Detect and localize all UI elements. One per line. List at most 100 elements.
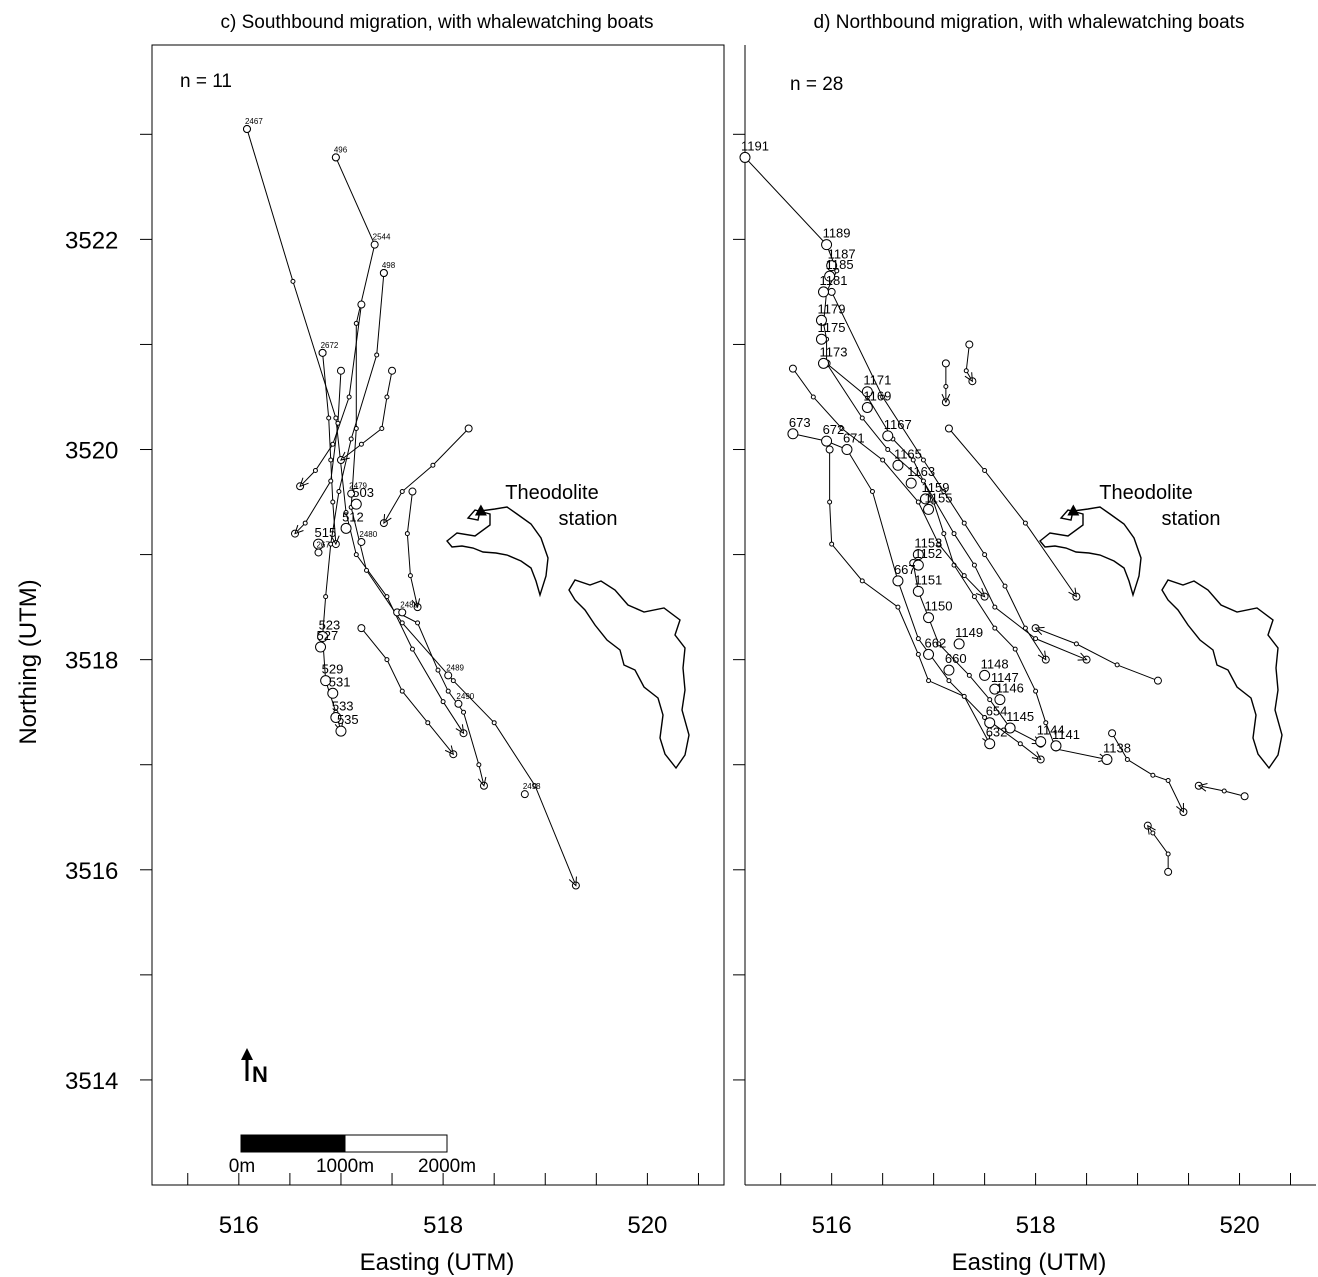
labeled-point [320, 675, 332, 687]
x-tick-label: 520 [627, 1212, 667, 1239]
track-point [834, 268, 840, 274]
track-point [1033, 636, 1039, 642]
point-label: 1151 [914, 572, 942, 587]
track-point [936, 541, 942, 547]
track-point [346, 394, 352, 400]
point-label: 667 [894, 562, 916, 577]
point-label: 1163 [907, 464, 935, 479]
track-arrowhead [455, 724, 465, 735]
labeled-point [370, 240, 379, 249]
coastline-headland [1039, 506, 1142, 598]
labeled-point [398, 608, 407, 617]
labeled-point [739, 151, 751, 163]
coastline-shore [1161, 579, 1283, 770]
point-label: 1155 [925, 490, 953, 505]
y-tick-label: 3518 [65, 648, 118, 675]
track-point [915, 636, 921, 642]
track-point [859, 415, 865, 421]
point-label: 1141 [1052, 727, 1080, 742]
track-point [992, 625, 998, 631]
labeled-point [953, 638, 965, 650]
track-line [340, 370, 393, 461]
labeled-point [357, 537, 366, 546]
north-label: N [252, 1062, 268, 1087]
point-label: 1187 [828, 247, 856, 262]
point-label: 1159 [921, 480, 949, 495]
point-label: 527 [317, 628, 339, 643]
track-point [810, 394, 816, 400]
labeled-point [919, 493, 931, 505]
track-point [1153, 676, 1162, 685]
point-label: 1167 [884, 417, 912, 432]
track-point [965, 340, 974, 349]
track-point [348, 436, 354, 442]
track-point [379, 426, 385, 432]
labeled-point [824, 270, 836, 282]
track-line [361, 627, 454, 755]
labeled-point [923, 503, 935, 515]
track-point [982, 714, 988, 720]
panel-d-x-axis-label: Easting (UTM) [952, 1249, 1107, 1276]
x-tick-label: 518 [423, 1212, 463, 1239]
point-label: 523 [319, 618, 341, 633]
point-label: 267 [316, 540, 330, 549]
track-point [1012, 646, 1018, 652]
track-point [384, 657, 390, 663]
track-point [910, 457, 916, 463]
labeled-point [905, 477, 917, 489]
point-label: 529 [322, 662, 344, 677]
track-arrowhead [1037, 650, 1047, 661]
track-point [1114, 662, 1120, 668]
point-label: 2493 [523, 782, 541, 791]
track-line [294, 370, 342, 534]
labeled-point [1101, 753, 1113, 765]
point-label: 1147 [991, 670, 1019, 685]
track-point [353, 552, 359, 558]
track-point [1164, 867, 1173, 876]
track-point [966, 672, 972, 678]
labeled-point [444, 671, 453, 680]
track-point [963, 368, 969, 374]
panel-c-title: c) Southbound migration, with whalewatch… [220, 12, 653, 33]
track-point [941, 359, 950, 368]
track-point [1043, 720, 1049, 726]
point-label: 2672 [321, 341, 339, 350]
point-label: 662 [925, 635, 947, 650]
point-label: 1152 [914, 546, 942, 561]
labeled-point [912, 549, 924, 561]
point-label: 1165 [894, 446, 922, 461]
panel-c-coastline [446, 506, 690, 770]
track-point [464, 424, 473, 433]
labeled-point [317, 631, 329, 643]
track-arrowhead [444, 745, 455, 756]
labeled-point [943, 664, 955, 676]
track-arrowhead [1176, 803, 1184, 814]
track-point [1150, 772, 1156, 778]
point-label: 515 [314, 525, 336, 540]
track-point [323, 594, 329, 600]
point-label: 2479 [349, 482, 367, 491]
track-point [1221, 788, 1227, 794]
point-label: 1146 [996, 681, 1024, 696]
point-label: 1189 [823, 226, 851, 241]
panel-d-coastline [1039, 506, 1283, 770]
track-line [406, 491, 419, 608]
scale-label-1000: 1000m [316, 1156, 374, 1177]
track-point [335, 420, 341, 426]
point-label: 503 [352, 485, 374, 500]
track-arrowhead [383, 514, 392, 525]
point-label: 673 [789, 415, 811, 430]
y-tick-label: 3520 [65, 438, 118, 465]
track-point [440, 699, 446, 705]
y-tick-label: 3514 [65, 1068, 118, 1095]
track-point [408, 487, 417, 496]
track-point [330, 441, 336, 447]
point-label: 531 [329, 674, 351, 689]
track-arrowhead [1077, 652, 1088, 661]
point-label: 1169 [863, 388, 891, 403]
labeled-point [923, 612, 935, 624]
track-line [948, 428, 1077, 597]
point-label: 1148 [981, 656, 1009, 671]
point-label: 2544 [373, 233, 391, 242]
